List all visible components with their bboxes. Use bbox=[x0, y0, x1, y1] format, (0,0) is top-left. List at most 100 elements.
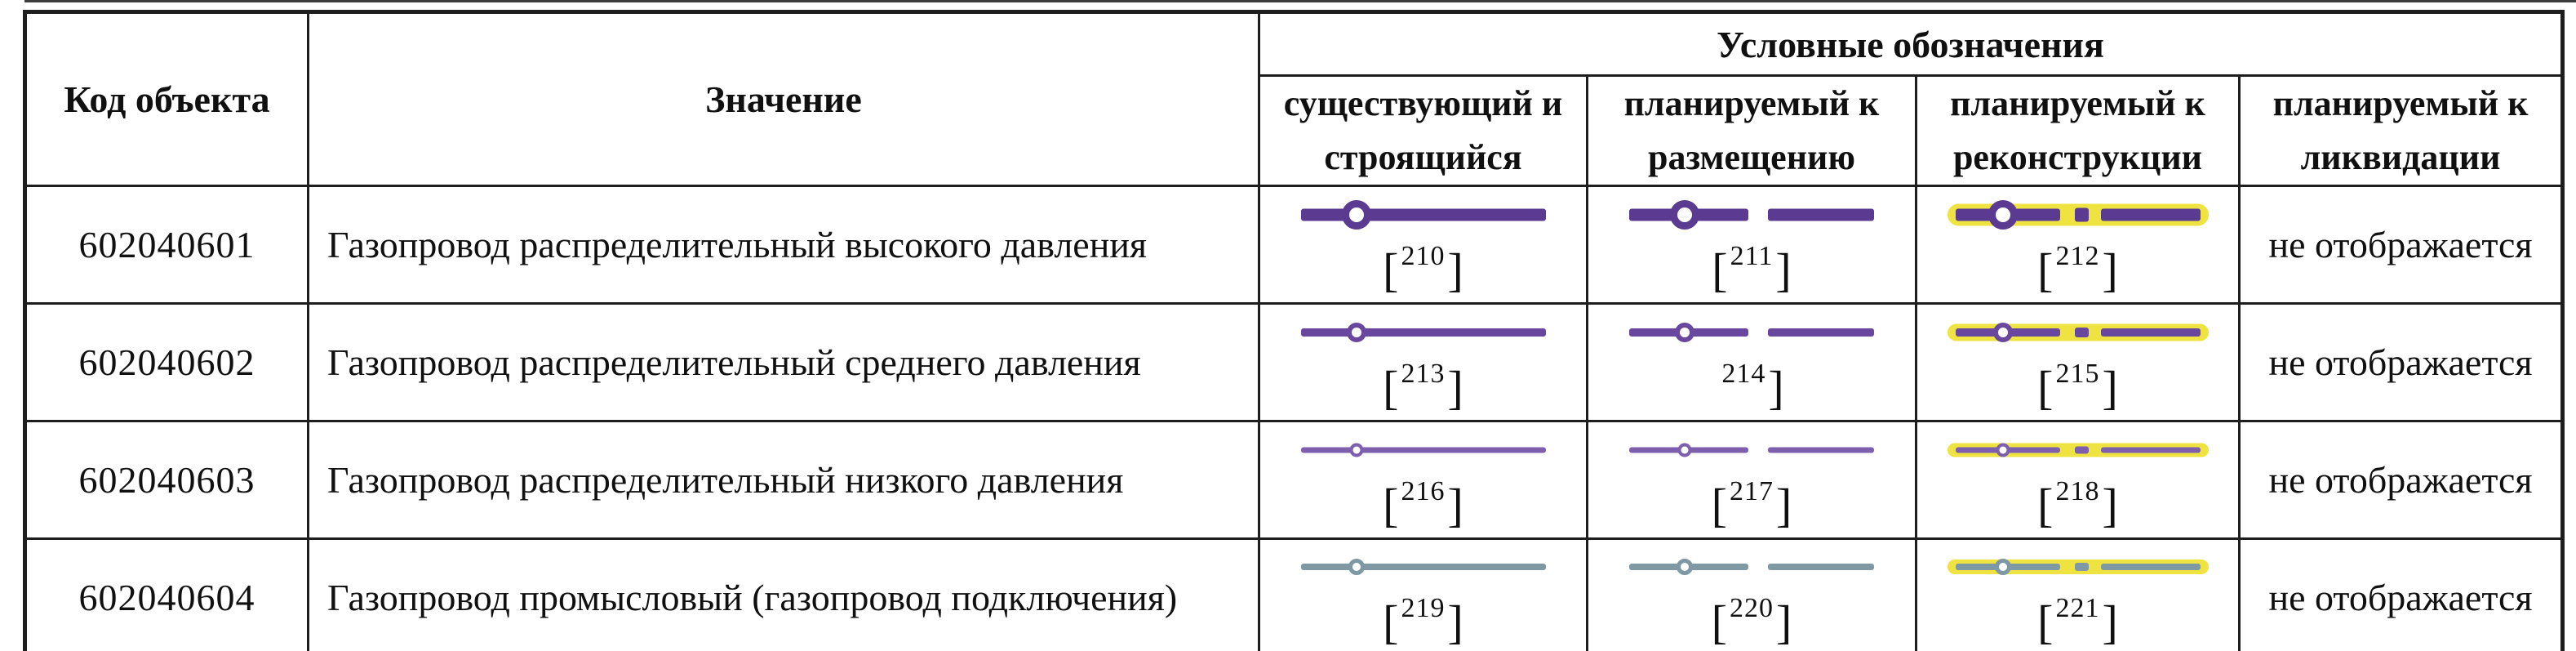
ref-bracket-left: [ bbox=[1383, 360, 1399, 414]
symbol-cell-placement: 214] bbox=[1586, 302, 1917, 422]
code-cell: 602040604 bbox=[24, 537, 309, 651]
value-cell: Газопровод промысловый (газопровод подкл… bbox=[307, 537, 1260, 651]
ref-number: 212 bbox=[2055, 240, 2100, 271]
ref-bracket-left: [ bbox=[1711, 478, 1727, 532]
liquidation-cell: не отображается bbox=[2237, 420, 2565, 540]
ref-bracket-left: [ bbox=[2037, 360, 2054, 414]
ref-bracket-right: ] bbox=[1776, 478, 1792, 532]
reference-label: [211] bbox=[1712, 235, 1791, 293]
header-row-top: Код объекта Значение Условные обозначени… bbox=[24, 11, 2565, 187]
line-segment bbox=[2100, 328, 2201, 337]
header-row-sub: существующий и строящийся планируемый к … bbox=[25, 74, 2565, 187]
ref-number: 214 bbox=[1721, 358, 1766, 389]
ref-number: 220 bbox=[1730, 593, 1774, 623]
pipeline-line-icon bbox=[1947, 315, 2209, 350]
pipeline-symbol-existing: [213] bbox=[1260, 315, 1586, 411]
line-segment bbox=[1768, 447, 1874, 453]
line-segment bbox=[2100, 564, 2201, 570]
pipeline-symbol-placement: [217] bbox=[1588, 433, 1915, 528]
pipeline-line-icon bbox=[1947, 550, 2209, 584]
pipeline-line-icon bbox=[1300, 315, 1546, 350]
ref-number: 211 bbox=[1730, 240, 1774, 271]
pipeline-line-icon bbox=[1300, 433, 1546, 467]
ref-bracket-left: [ bbox=[2037, 595, 2054, 649]
reference-label: [219] bbox=[1383, 587, 1463, 646]
line-dot bbox=[2074, 563, 2089, 571]
header-legend-col-liquidation: планируемый к ликвидации bbox=[2237, 74, 2565, 187]
node-circle-icon bbox=[1346, 322, 1366, 342]
symbol-cell-existing: [210] bbox=[1258, 185, 1588, 305]
ref-number: 215 bbox=[2055, 358, 2100, 389]
pipeline-symbol-placement: [211] bbox=[1588, 198, 1915, 293]
line-dot bbox=[2074, 207, 2089, 221]
line-segment bbox=[1300, 208, 1546, 221]
line-dot bbox=[2074, 446, 2089, 453]
ref-bracket-right: ] bbox=[1447, 478, 1463, 532]
pipeline-line-icon bbox=[1300, 550, 1546, 584]
symbol-cell-existing: [213] bbox=[1258, 302, 1588, 422]
liquidation-cell: не отображается bbox=[2237, 302, 2565, 422]
header-legend-group: Условные обозначения bbox=[1257, 11, 2565, 77]
pipeline-symbol-reconstruction: [221] bbox=[1917, 550, 2238, 646]
pipeline-symbol-placement: 214] bbox=[1588, 315, 1915, 411]
reference-label: [218] bbox=[2037, 470, 2118, 528]
node-circle-icon bbox=[1996, 443, 2010, 457]
node-circle-icon bbox=[1677, 443, 1692, 457]
ref-bracket-right: ] bbox=[1447, 360, 1463, 414]
pipeline-line-icon bbox=[1629, 198, 1874, 232]
symbol-cell-placement: [217] bbox=[1586, 420, 1917, 540]
header-value: Значение bbox=[307, 11, 1260, 187]
code-cell: 602040601 bbox=[24, 185, 309, 305]
node-circle-icon bbox=[1670, 199, 1699, 230]
ref-bracket-left: [ bbox=[1712, 243, 1728, 297]
pipeline-line-icon bbox=[1947, 433, 2209, 467]
reference-label: [216] bbox=[1383, 470, 1463, 528]
pipeline-symbol-existing: [210] bbox=[1260, 198, 1586, 293]
node-circle-icon bbox=[1349, 443, 1363, 457]
pipeline-line-icon bbox=[1300, 198, 1546, 232]
reference-label: [213] bbox=[1383, 353, 1463, 411]
ref-bracket-right: ] bbox=[1447, 243, 1463, 297]
table-row: 602040602 Газопровод распределительный с… bbox=[24, 302, 2565, 422]
reference-label: [212] bbox=[2037, 235, 2118, 293]
pipeline-line-icon bbox=[1947, 198, 2209, 232]
ref-bracket-right: ] bbox=[2102, 595, 2118, 649]
pipeline-line-icon bbox=[1629, 315, 1874, 350]
ref-bracket-right: ] bbox=[1768, 360, 1784, 414]
pipeline-symbol-existing: [216] bbox=[1260, 433, 1586, 528]
ref-bracket-left: [ bbox=[2037, 478, 2054, 532]
node-circle-icon bbox=[1988, 199, 2018, 230]
symbol-cell-placement: [220] bbox=[1586, 537, 1917, 651]
node-circle-icon bbox=[1992, 322, 2013, 342]
line-segment bbox=[1300, 447, 1546, 453]
reference-label: [215] bbox=[2037, 353, 2118, 411]
header-code: Код объекта bbox=[24, 11, 309, 187]
node-circle-icon bbox=[1994, 559, 2011, 575]
reference-label: [210] bbox=[1383, 235, 1463, 293]
pipeline-legend-table: Код объекта Значение Условные обозначени… bbox=[23, 10, 2565, 651]
ref-bracket-right: ] bbox=[1775, 243, 1792, 297]
symbol-cell-reconstruction: [221] bbox=[1915, 537, 2241, 651]
ref-bracket-left: [ bbox=[1383, 243, 1399, 297]
node-circle-icon bbox=[1341, 199, 1371, 230]
ref-bracket-left: [ bbox=[1711, 595, 1727, 649]
ref-number: 210 bbox=[1401, 240, 1446, 271]
cropped-previous-row-border bbox=[24, 0, 2576, 2]
line-segment bbox=[1768, 208, 1874, 221]
header-legend-col-existing: существующий и строящийся bbox=[1258, 74, 1588, 187]
ref-number: 218 bbox=[2055, 475, 2100, 506]
symbol-cell-existing: [216] bbox=[1258, 420, 1588, 540]
ref-bracket-right: ] bbox=[1447, 595, 1463, 649]
reference-label: [221] bbox=[2037, 587, 2118, 646]
reference-label: [220] bbox=[1712, 587, 1792, 646]
node-circle-icon bbox=[1348, 559, 1365, 575]
pipeline-symbol-existing: [219] bbox=[1260, 550, 1586, 646]
ref-number: 217 bbox=[1730, 475, 1774, 506]
value-cell: Газопровод распределительный низкого дав… bbox=[307, 420, 1260, 540]
node-circle-icon bbox=[1677, 559, 1693, 575]
pipeline-symbol-reconstruction: [212] bbox=[1917, 198, 2238, 293]
table-row: 602040601 Газопровод распределительный в… bbox=[24, 185, 2565, 305]
reference-label: 214] bbox=[1719, 353, 1783, 411]
header-legend-col-reconstruction: планируемый к реконструкции bbox=[1915, 74, 2241, 187]
